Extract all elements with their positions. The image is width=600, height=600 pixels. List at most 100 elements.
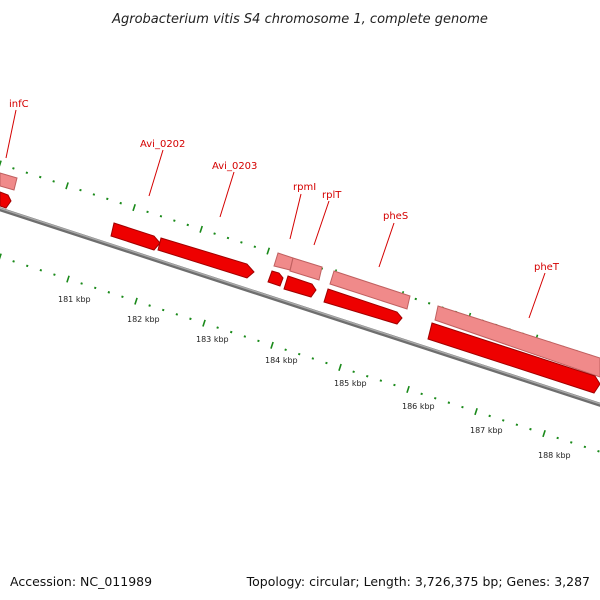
gene-rplT-feature[interactable] [289,257,323,281]
inner-tick-mark [257,339,260,343]
outer-tick-mark [186,223,190,227]
inner-tick-mark [243,335,247,338]
scale-label: 186 kbp [402,402,435,411]
gene-label[interactable]: Avi_0203 [212,161,257,172]
inner-tick-mark [352,370,355,374]
genome-backbone [0,207,600,407]
inner-tick-mark [420,392,423,396]
gene-pheT-feature[interactable] [434,305,600,378]
inner-tick-mark [433,397,437,400]
inner-tick-mark [393,383,396,387]
inner-tick-mark [189,317,192,321]
gene-label[interactable]: rpmI [293,182,316,193]
gene-Avi_0202-feature[interactable] [110,222,161,251]
outer-tick-mark [213,232,216,235]
gene-label[interactable]: rplT [322,190,342,201]
gene-label[interactable]: infC [9,99,29,110]
outer-tick-mark [199,225,204,233]
inner-tick-mark [488,414,491,418]
gene-rpmI-rev-feature[interactable] [267,270,284,287]
outer-tick-mark [52,180,55,183]
outer-tick-mark [12,167,15,170]
outer-tick-mark [38,175,42,179]
inner-tick-mark [461,405,464,409]
inner-tick-mark [284,348,287,351]
inner-tick-mark [39,268,43,272]
outer-tick-mark [266,247,271,255]
outer-tick-mark [253,245,257,248]
scale-label: 182 kbp [127,315,160,324]
accession-text: Accession: NC_011989 [10,574,152,589]
scale-label: 181 kbp [58,295,91,304]
inner-tick-mark [406,385,410,394]
inner-tick-mark [229,330,233,334]
inner-tick-mark [202,319,206,327]
gene-rplT-rev-feature[interactable] [283,275,317,298]
inner-tick-mark [80,282,83,285]
gene-pheT-rev-feature[interactable] [427,322,600,394]
inner-tick-mark [0,253,2,260]
inner-tick-mark [134,297,138,305]
gene-labels: infC Avi_0202 Avi_0203 rpmI rplT pheS ph… [9,99,560,273]
inner-tick-mark [311,357,315,360]
outer-tick-mark [25,171,29,174]
scale-label: 188 kbp [538,451,571,460]
forward-strand-genes [0,172,600,378]
inner-tick-mark [66,275,70,283]
gene-label[interactable]: pheS [383,211,408,222]
inner-tick-mark [270,341,274,349]
gene-infC-neighbor-feature[interactable] [0,191,12,209]
inner-tick-mark [338,363,342,371]
inner-tick-mark [542,430,546,438]
outer-tick-mark [0,160,2,167]
inner-tick-mark [175,313,179,316]
outer-tick-mark [226,236,230,240]
scale-labels: 181 kbp 182 kbp 183 kbp 184 kbp 185 kbp … [58,295,571,460]
inner-tick-mark [12,260,15,263]
scale-label: 183 kbp [196,335,229,344]
inner-tick-mark [25,264,29,268]
reverse-strand-genes [0,191,600,394]
gene-rpmI-feature[interactable] [273,252,294,271]
outer-tick-mark [106,197,109,201]
inner-tick-mark [447,401,451,404]
label-leaders [5,109,546,319]
outer-tick-mark [427,302,431,305]
outer-tick-mark [173,219,176,222]
outer-tick-mark [65,182,69,190]
scale-label: 187 kbp [470,426,503,435]
gene-infC-feature[interactable] [0,172,18,191]
scale-label: 185 kbp [334,379,367,388]
outer-tick-mark [92,193,96,196]
outer-tick-mark [132,203,136,212]
gene-pheS-feature[interactable] [329,270,411,310]
inner-tick-mark [121,295,124,298]
gene-pheS-rev-feature[interactable] [323,288,403,325]
inner-tick-mark [556,436,559,440]
map-title: Agrobacterium vitis S4 chromosome 1, com… [111,12,488,27]
gene-label[interactable]: Avi_0202 [140,139,185,150]
gene-label[interactable]: pheT [534,262,560,273]
inner-tick-mark [379,379,383,382]
outer-tick-mark [79,188,82,192]
inner-tick-mark [515,423,519,427]
inner-tick-mark [501,419,505,422]
inner-tick-mark [597,449,600,453]
inner-tick-mark [474,407,478,416]
outer-tick-mark [240,241,243,244]
inner-tick-mark [325,361,328,365]
inner-tick-mark [93,286,97,290]
inner-tick-mark [583,445,587,449]
gene-Avi_0203-feature[interactable] [157,237,255,279]
inner-tick-mark [216,326,219,329]
inner-tick-mark [53,273,56,276]
outer-tick-mark [414,297,418,301]
outer-tick-mark [146,210,149,214]
inner-tick-mark [529,427,532,431]
inner-tick-mark [107,291,111,294]
inner-tick-ring [0,253,600,453]
inner-tick-mark [297,352,301,356]
outer-tick-mark [159,214,163,218]
outer-tick-mark [119,201,122,205]
